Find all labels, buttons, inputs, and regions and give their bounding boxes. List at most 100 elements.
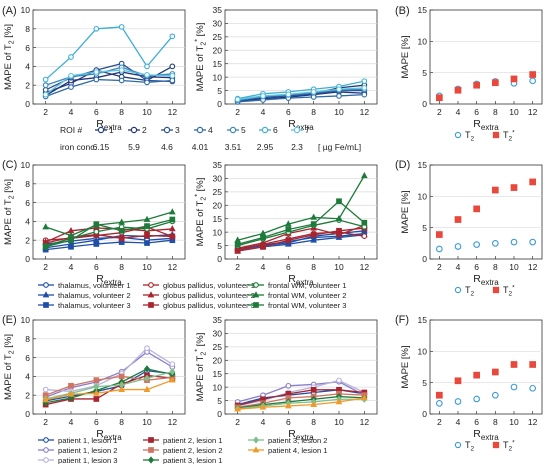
data-point	[360, 171, 368, 179]
data-point	[93, 76, 100, 83]
legend-label: patient 1, lesion 1	[58, 436, 118, 445]
legend-item: patient 2, lesion 2	[143, 446, 223, 455]
y-tick-label: 35	[213, 315, 223, 325]
plot-area	[32, 319, 186, 415]
y-tick-label: 8	[25, 24, 30, 34]
legend-marker	[148, 302, 154, 308]
data-point	[93, 25, 100, 32]
data-point	[454, 377, 462, 385]
x-tick-label: 6	[286, 107, 291, 117]
y-tick-label: 10	[21, 315, 31, 325]
data-point	[284, 220, 292, 227]
legend-marker	[42, 291, 50, 298]
legend-item-t2-star: T2*	[492, 440, 515, 453]
data-point	[529, 238, 537, 246]
data-point	[169, 233, 176, 240]
y-axis-label: MAPE of T2 [%]	[3, 334, 16, 400]
series-line	[237, 87, 365, 101]
series-line	[237, 227, 365, 252]
data-point	[310, 231, 317, 238]
legend-marker	[148, 437, 154, 443]
data-point	[169, 216, 176, 223]
panel-label-B: (B)	[395, 5, 410, 17]
iron-conc-value: 2.95	[257, 142, 274, 152]
legend-marker	[492, 286, 500, 294]
x-tick-label: 6	[94, 107, 99, 117]
data-point	[118, 77, 125, 84]
y-tick-label: 25	[213, 32, 223, 42]
x-tick-label: 8	[493, 262, 498, 272]
data-point	[454, 216, 462, 223]
x-tick-label: 2	[235, 107, 240, 117]
data-point	[435, 94, 443, 102]
data-point	[143, 385, 151, 392]
y-axis-label: MAPE of T2* [%]	[195, 333, 208, 402]
x-tick-label: 2	[437, 417, 442, 427]
series-line	[45, 227, 173, 243]
data-point	[144, 345, 150, 352]
legend-label: patient 4, lesion 1	[268, 446, 328, 455]
x-axis-label: Rextra	[473, 118, 499, 132]
panel-E2: 0 5 10 15 20 25 30 35 2 4 6 8 10 12 Rextra MAPE of T2* …	[195, 315, 378, 442]
legend-label: T2*	[503, 285, 515, 298]
legend-label: T2	[465, 285, 475, 298]
legend-item: patient 1, lesion 2	[38, 446, 118, 455]
data-point	[68, 243, 74, 250]
y-axis-label: MAPE of T2* [%]	[195, 23, 208, 92]
legend-item: patient 3, lesion 1	[143, 456, 223, 464]
data-point	[335, 214, 343, 222]
data-point	[510, 238, 518, 246]
data-point	[93, 241, 100, 247]
data-point	[68, 237, 74, 244]
x-axis-label: Rextra	[473, 428, 499, 442]
x-tick-label: 2	[235, 262, 240, 272]
data-point	[529, 77, 537, 85]
legend-item: frontal WM, volunteer 2	[248, 291, 347, 300]
y-tick-label: 10	[213, 227, 223, 237]
legend-marker	[43, 457, 49, 463]
x-tick-label: 4	[69, 417, 74, 427]
series-4	[42, 76, 176, 100]
legend-marker	[454, 131, 462, 139]
data-point	[118, 373, 125, 380]
y-tick-label: 30	[213, 329, 223, 339]
data-point	[42, 87, 49, 93]
x-tick-label: 6	[474, 107, 479, 117]
y-tick-label: 0	[25, 254, 30, 264]
plot-area	[224, 164, 378, 260]
x-tick-label: 8	[311, 417, 316, 427]
data-point	[68, 84, 74, 90]
y-tick-label: 0	[25, 409, 30, 419]
data-point	[473, 205, 481, 213]
legend-item: thalamus, volunteer 2	[38, 291, 131, 300]
x-tick-label: 2	[235, 417, 240, 427]
data-point	[435, 245, 443, 253]
series-line	[45, 218, 173, 248]
series-line	[237, 379, 365, 407]
data-point	[285, 382, 292, 389]
y-tick-label: 15	[213, 369, 223, 379]
y-tick-label: 15	[418, 315, 428, 325]
y-tick-label: 10	[418, 192, 428, 202]
iron-conc-value: 4.6	[161, 142, 173, 152]
series-line	[237, 395, 365, 409]
legend-item-t2: T2	[454, 440, 475, 453]
data-point	[529, 384, 537, 392]
data-point	[454, 398, 462, 405]
data-point	[169, 72, 176, 79]
data-point	[234, 241, 241, 248]
data-point	[144, 240, 150, 246]
roi-legend-marker	[196, 126, 204, 134]
x-tick-label: 6	[474, 417, 479, 427]
roi-number: 5	[241, 125, 246, 135]
roi-item-2: 25.9	[128, 125, 147, 152]
data-point	[491, 368, 499, 376]
y-tick-label: 0	[217, 99, 222, 109]
data-point	[336, 93, 342, 99]
series-4	[234, 91, 368, 105]
data-point	[361, 85, 368, 91]
legend-item: patient 3, lesion 2	[248, 436, 328, 445]
roi-table: ROI #iron conc.16.1525.934.644.0153.5162…	[60, 125, 361, 152]
x-tick-label: 6	[94, 262, 99, 272]
